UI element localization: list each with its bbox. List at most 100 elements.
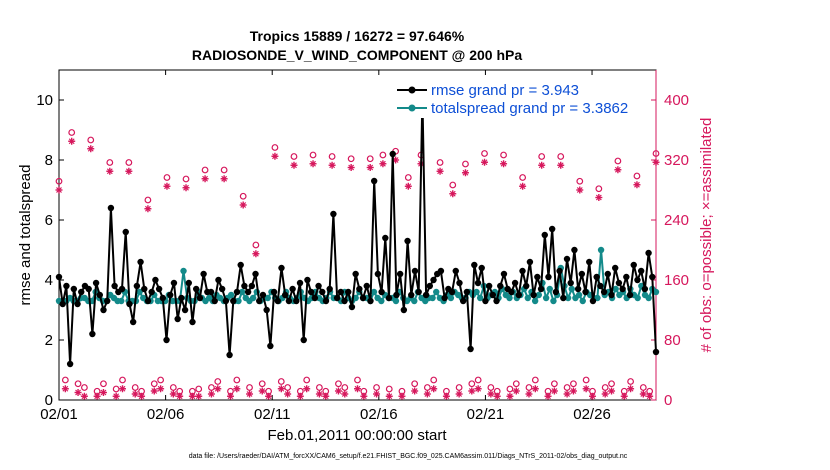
legend: rmse grand pr = 3.943 totalspread grand … <box>393 78 651 118</box>
obs-possible-point <box>347 155 355 163</box>
rmse-point <box>400 306 408 314</box>
rmse-point <box>567 279 574 287</box>
rmse-point <box>222 297 230 305</box>
spread-point <box>136 288 143 296</box>
spread-point <box>550 297 557 305</box>
obs-assimilated-point <box>430 385 438 393</box>
obs-assimilated-point <box>239 201 247 209</box>
obs-possible-point <box>220 166 228 174</box>
rmse-point <box>333 294 341 302</box>
obs-possible-point <box>144 196 152 204</box>
x-axis-label: Feb.01,2011 00:00:00 start <box>267 427 447 444</box>
rmse-point <box>363 282 370 290</box>
rmse-point <box>330 210 337 218</box>
obs-possible-point <box>500 151 507 159</box>
rmse-point <box>526 258 534 266</box>
rmse-point <box>300 336 307 344</box>
obs-possible-point <box>233 376 241 384</box>
rmse-point <box>181 306 189 314</box>
rmse-point <box>459 297 467 305</box>
obs-possible-point <box>462 160 469 168</box>
spread-point <box>433 288 440 296</box>
obs-assimilated-point <box>379 160 387 168</box>
rmse-point <box>263 306 270 314</box>
obs-assimilated-point <box>461 169 469 177</box>
rmse-point <box>100 306 107 314</box>
rmse-point <box>482 297 489 305</box>
rmse-point <box>289 285 296 293</box>
rmse-point <box>167 291 174 299</box>
rmse-point <box>218 285 226 293</box>
rmse-point <box>552 288 560 296</box>
obs-assimilated-point <box>157 385 165 393</box>
obs-possible-point <box>271 144 279 151</box>
spread-point <box>524 294 532 302</box>
spread-point <box>575 291 583 299</box>
rmse-point <box>467 345 474 353</box>
obs-assimilated-point <box>220 175 228 183</box>
spread-point <box>180 267 187 275</box>
obs-possible-point <box>423 384 431 391</box>
obs-assimilated-point <box>55 186 63 194</box>
rmse-point <box>111 282 118 290</box>
y-left-tick-label: 6 <box>45 212 53 229</box>
obs-assimilated-point <box>481 158 489 166</box>
obs-assimilated-point <box>588 392 596 400</box>
rmse-point <box>196 294 204 302</box>
obs-assimilated-point <box>290 161 298 169</box>
obs-possible-point <box>112 385 120 393</box>
obs-possible-point <box>157 376 165 384</box>
obs-assimilated-point <box>398 392 406 400</box>
rmse-point <box>574 285 582 293</box>
rmse-point <box>244 288 252 296</box>
obs-assimilated-point <box>582 385 590 393</box>
footer-data-file: data file: /Users/raeder/DAI/ATM_forcXX/… <box>189 453 628 460</box>
obs-assimilated-point <box>74 389 82 396</box>
obs-possible-point <box>61 376 69 384</box>
obs-assimilated-point <box>569 387 577 395</box>
obs-assimilated-point <box>252 250 260 258</box>
obs-possible-point <box>277 378 285 385</box>
rmse-point <box>641 285 649 293</box>
obs-assimilated-point <box>531 385 539 393</box>
obs-possible-point <box>239 192 247 200</box>
rmse-point <box>456 279 463 287</box>
spread-point <box>564 294 572 302</box>
obs-possible-point <box>290 153 298 160</box>
rmse-point <box>359 294 367 302</box>
spread-point <box>652 288 660 296</box>
obs-assimilated-point <box>322 392 330 400</box>
obs-layer <box>55 129 660 400</box>
rmse-point <box>519 267 526 275</box>
rmse-point <box>122 228 129 236</box>
obs-assimilated-point <box>87 145 95 153</box>
rmse-point <box>311 294 319 302</box>
rmse-point <box>382 234 389 242</box>
rmse-point <box>537 285 545 293</box>
rmse-point <box>582 288 589 296</box>
rmse-point <box>63 282 70 290</box>
obs-assimilated-point <box>550 387 558 395</box>
rmse-point <box>70 285 78 293</box>
obs-possible-point <box>449 181 457 189</box>
obs-assimilated-point <box>144 205 152 213</box>
obs-possible-point <box>87 136 95 144</box>
obs-possible-point <box>354 376 361 384</box>
rmse-point <box>415 288 422 296</box>
obs-assimilated-point <box>61 385 69 393</box>
spread-point <box>634 294 641 302</box>
obs-assimilated-point <box>99 389 107 396</box>
obs-assimilated-point <box>131 390 139 398</box>
obs-assimilated-point <box>163 182 171 190</box>
obs-possible-point <box>519 174 527 181</box>
obs-assimilated-point <box>639 390 647 398</box>
rmse-point <box>626 291 634 299</box>
rmse-point <box>174 315 181 323</box>
chart-title-line2: RADIOSONDE_V_WIND_COMPONENT @ 200 hPa <box>192 47 522 63</box>
legend-rmse-label: rmse grand pr = 3.943 <box>431 82 579 99</box>
rmse-point <box>307 288 315 296</box>
rmse-point <box>370 177 378 185</box>
rmse-point <box>378 288 385 296</box>
obs-assimilated-point <box>315 390 323 398</box>
obs-possible-point <box>468 380 476 388</box>
